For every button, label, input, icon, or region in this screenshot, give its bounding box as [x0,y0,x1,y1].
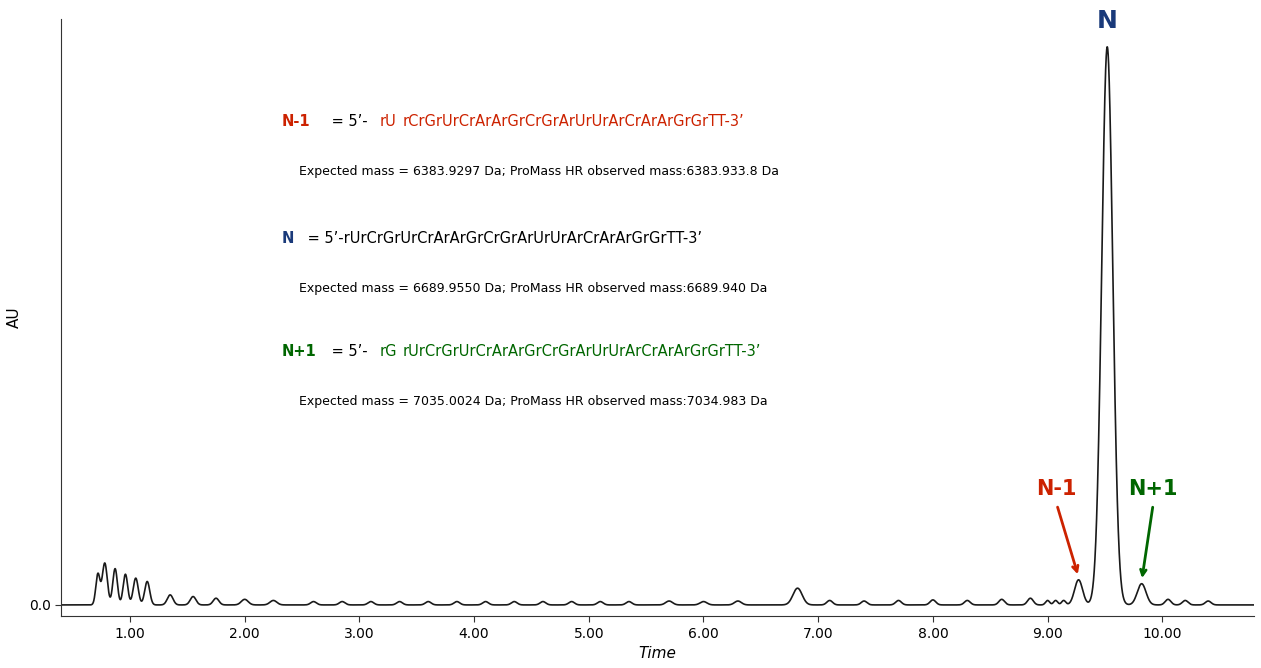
Text: = 5’-rUrCrGrUrCrArArGrCrGrArUrUrArCrArArGrGrTT-3’: = 5’-rUrCrGrUrCrArArGrCrGrArUrUrArCrArAr… [304,231,702,246]
Text: = 5’-: = 5’- [327,345,368,359]
Text: N+1: N+1 [282,345,317,359]
Text: N-1: N-1 [282,114,310,130]
Text: N: N [1097,9,1117,33]
Text: rUrCrGrUrCrArArGrCrGrArUrUrArCrArArGrGrTT-3’: rUrCrGrUrCrArArGrCrGrArUrUrArCrArArGrGrT… [402,345,760,359]
Text: rCrGrUrCrArArGrCrGrArUrUrArCrArArGrGrTT-3’: rCrGrUrCrArArGrCrGrArUrUrArCrArArGrGrTT-… [402,114,744,130]
Text: rU: rU [380,114,396,130]
Text: N-1: N-1 [1037,479,1077,499]
Text: Expected mass = 7035.0024 Da; ProMass HR observed mass:7034.983 Da: Expected mass = 7035.0024 Da; ProMass HR… [299,395,767,408]
Text: = 5’-: = 5’- [327,114,368,130]
Text: N: N [282,231,294,246]
Y-axis label: AU: AU [8,307,21,328]
Text: Expected mass = 6689.9550 Da; ProMass HR observed mass:6689.940 Da: Expected mass = 6689.9550 Da; ProMass HR… [299,282,767,295]
Text: Expected mass = 6383.9297 Da; ProMass HR observed mass:6383.933.8 Da: Expected mass = 6383.9297 Da; ProMass HR… [299,165,778,178]
Text: rG: rG [380,345,397,359]
X-axis label: Time: Time [638,646,677,661]
Text: N+1: N+1 [1129,479,1178,499]
